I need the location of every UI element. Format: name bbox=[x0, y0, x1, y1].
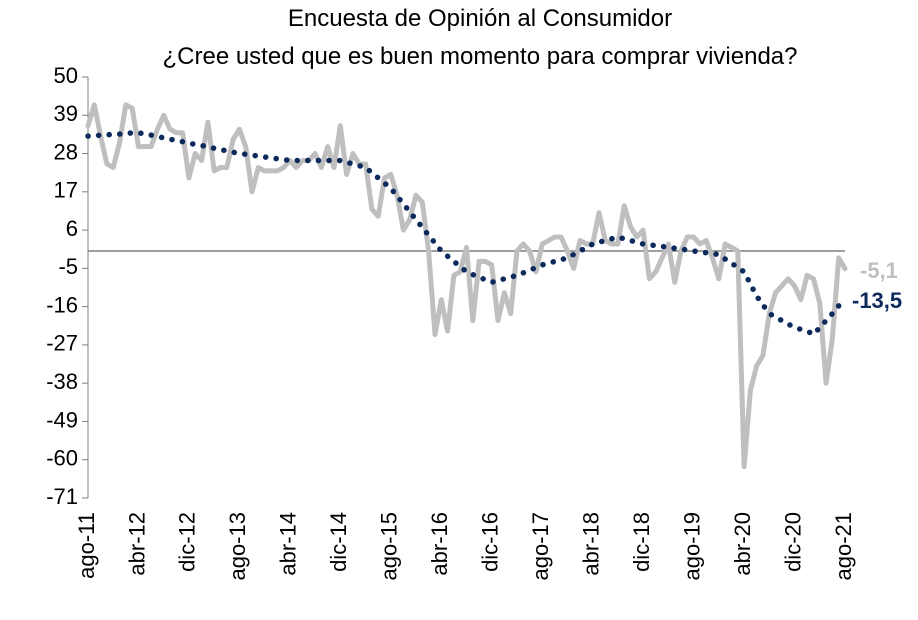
y-tick-label: 17 bbox=[54, 178, 78, 203]
x-tick-label: dic-12 bbox=[175, 512, 200, 572]
series-line bbox=[85, 102, 848, 470]
y-tick-label: 39 bbox=[54, 101, 78, 126]
y-tick-label: -71 bbox=[46, 484, 78, 509]
x-tick-label: ago-13 bbox=[225, 512, 250, 581]
y-tick-label: -49 bbox=[46, 407, 78, 432]
x-tick-label: ago-15 bbox=[377, 512, 402, 581]
y-tick-label: 28 bbox=[54, 139, 78, 164]
x-tick-label: abr-18 bbox=[578, 512, 603, 576]
end-label: -5,1 bbox=[860, 258, 898, 283]
x-tick-label: dic-20 bbox=[780, 512, 805, 572]
x-tick-label: ago-19 bbox=[679, 512, 704, 581]
x-tick-label: ago-11 bbox=[74, 512, 99, 579]
x-tick-label: dic-18 bbox=[629, 512, 654, 572]
x-tick-label: ago-17 bbox=[528, 512, 553, 581]
x-tick-label: dic-16 bbox=[478, 512, 503, 572]
y-tick-label: 50 bbox=[54, 63, 78, 88]
y-tick-label: -5 bbox=[58, 254, 78, 279]
chart-subtitle: ¿Cree usted que es buen momento para com… bbox=[162, 43, 798, 70]
y-tick-label: -27 bbox=[46, 331, 78, 356]
y-tick-label: -38 bbox=[46, 369, 78, 394]
x-tick-label: abr-20 bbox=[730, 512, 755, 576]
y-tick-label: -60 bbox=[46, 446, 78, 471]
y-tick-label: -16 bbox=[46, 292, 78, 317]
x-tick-label: abr-12 bbox=[124, 512, 149, 576]
chart-heading: Encuesta de Opinión al Consumidor ¿Cree … bbox=[130, 0, 830, 76]
end-label: -13,5 bbox=[852, 288, 902, 313]
y-tick-label: 6 bbox=[66, 216, 78, 241]
chart-title: Encuesta de Opinión al Consumidor bbox=[287, 5, 673, 32]
x-tick-label: ago-21 bbox=[831, 512, 856, 581]
x-tick-label: abr-14 bbox=[276, 512, 301, 576]
x-tick-label: dic-14 bbox=[326, 512, 351, 572]
average-line bbox=[85, 129, 848, 338]
x-tick-label: abr-16 bbox=[427, 512, 452, 576]
